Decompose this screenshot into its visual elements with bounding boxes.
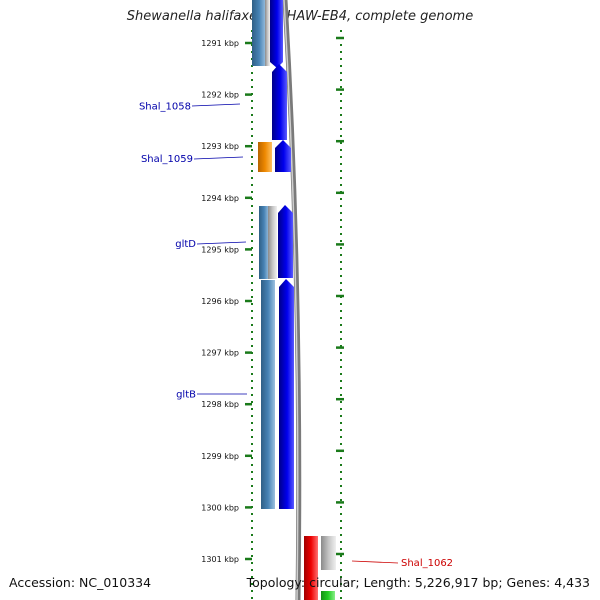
label-connector-gltd (196, 241, 247, 245)
ruler-ticks-left (245, 41, 252, 561)
gene-feature-blue-1293[interactable] (275, 140, 291, 172)
label-connector-shal-1062 (351, 560, 399, 564)
ruler-label: 1296 kbp (201, 297, 239, 306)
gene-feature-green-bottom[interactable] (321, 591, 335, 600)
ruler-ticks-right (336, 36, 344, 556)
ruler-label: 1293 kbp (201, 142, 239, 151)
gene-feature-gltd-steel[interactable] (259, 206, 269, 279)
ruler-label: 1291 kbp (201, 39, 239, 48)
genome-title: Shewanella halifaxensis HAW-EB4, complet… (126, 9, 474, 24)
gene-label-shal-1062[interactable]: Shal_1062 (401, 558, 453, 569)
genome-summary-text: Topology: circular; Length: 5,226,917 bp… (246, 575, 590, 590)
gene-feature-blue-top[interactable] (270, 0, 283, 68)
gene-label-gltd[interactable]: gltD (175, 239, 196, 250)
ruler-label: 1295 kbp (201, 245, 239, 254)
gene-label-shal-1059[interactable]: Shal_1059 (141, 154, 193, 165)
gene-label-gltb[interactable]: gltB (176, 390, 196, 401)
ruler-label: 1299 kbp (201, 452, 239, 461)
ruler-labels: 1291 kbp 1292 kbp 1293 kbp 1294 kbp 1295 kbp… (201, 39, 239, 564)
gene-feature-gltb[interactable] (279, 279, 294, 509)
genome-backbone-highlight (283, 0, 299, 600)
accession-text: Accession: NC_010334 (9, 575, 152, 590)
ruler-label: 1301 kbp (201, 555, 239, 564)
label-connector-shal-1059 (193, 156, 244, 160)
gene-feature-shal-1062[interactable] (304, 536, 318, 600)
gene-label-shal-1058[interactable]: Shal_1058 (139, 102, 191, 113)
gene-feature-steel-top[interactable] (252, 0, 266, 66)
gene-feature-gray-bottom[interactable] (321, 536, 336, 570)
ruler-label: 1294 kbp (201, 194, 239, 203)
ruler-label: 1298 kbp (201, 400, 239, 409)
ruler-label: 1300 kbp (201, 503, 239, 512)
gene-feature-gltd[interactable] (278, 205, 293, 278)
label-connector-shal-1058 (191, 103, 241, 107)
ruler-label: 1292 kbp (201, 91, 239, 100)
gene-feature-gltb-steel[interactable] (261, 280, 275, 509)
genome-backbone (282, 0, 302, 600)
ruler-label: 1297 kbp (201, 349, 239, 358)
gene-feature-gltd-gray[interactable] (268, 206, 277, 279)
gene-feature-shal-1059[interactable] (258, 142, 272, 172)
gene-feature-gray-top[interactable] (265, 0, 270, 66)
gene-feature-shal-1058[interactable] (272, 64, 287, 140)
